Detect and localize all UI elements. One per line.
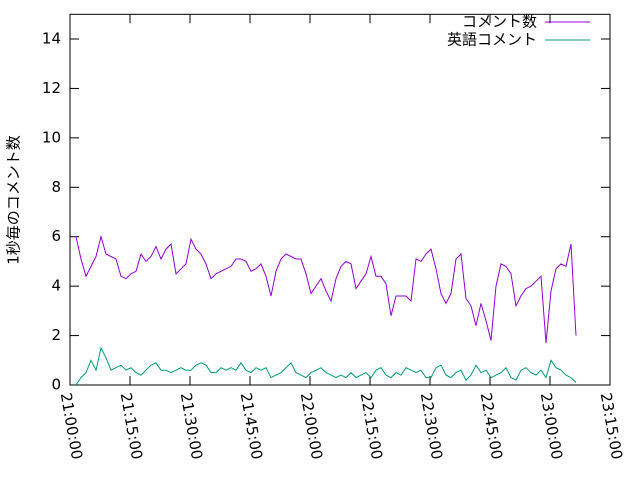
plot-border	[69, 13, 611, 386]
y-tick-label: 10	[42, 128, 61, 146]
y-tick-label: 4	[51, 277, 61, 295]
y-tick-label: 8	[51, 178, 61, 196]
series-line	[75, 346, 577, 386]
y-tick-label: 14	[42, 30, 61, 48]
y-axis-label: 1秒毎のコメント数	[5, 135, 23, 265]
legend-label: コメント数	[462, 13, 537, 31]
series-line	[75, 234, 577, 344]
y-tick-label: 12	[42, 79, 61, 97]
y-tick-label: 2	[51, 326, 61, 344]
y-tick-label: 6	[51, 227, 61, 245]
legend-label: 英語コメント	[447, 31, 537, 49]
y-tick-label: 0	[51, 376, 61, 394]
